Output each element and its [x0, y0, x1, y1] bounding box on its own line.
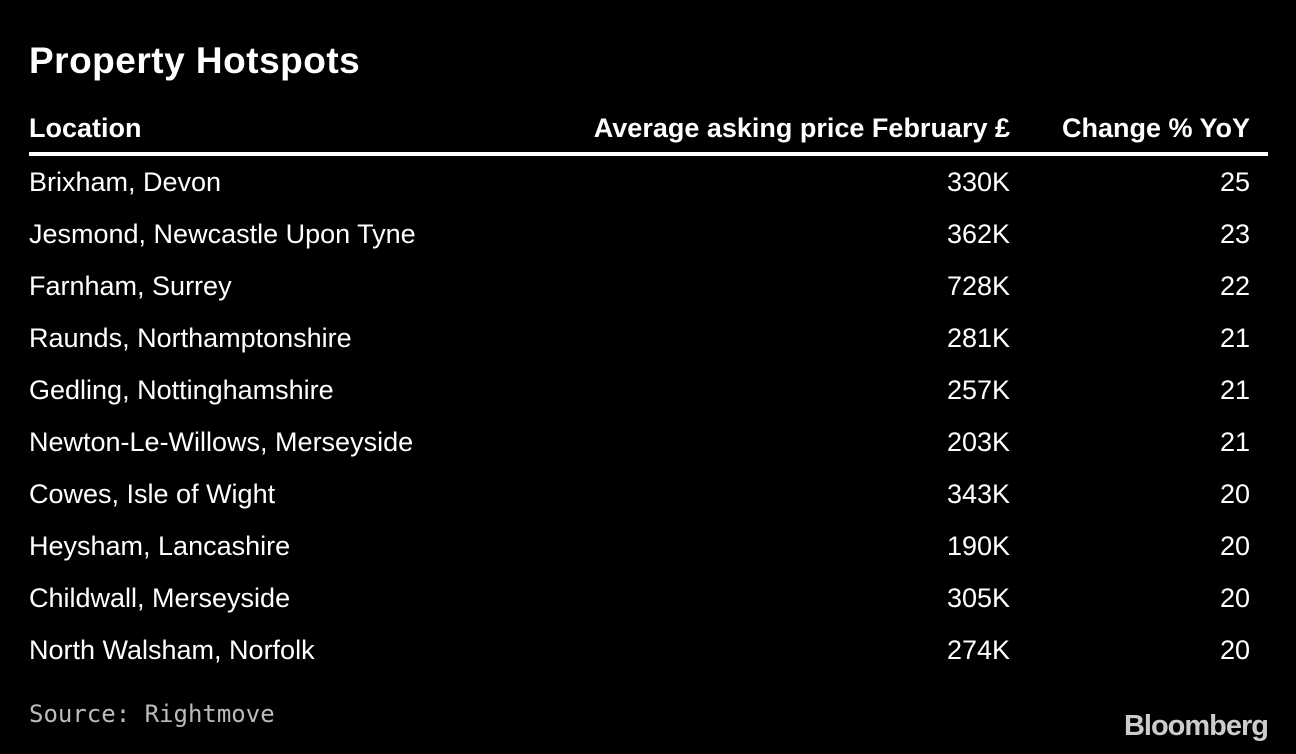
table-row: Gedling, Nottinghamshire 257K 21 — [29, 364, 1268, 416]
table-cell: Jesmond, Newcastle Upon Tyne — [29, 218, 416, 249]
table-cell: 362K — [946, 218, 1010, 249]
table-row: Raunds, Northamptonshire 281K 21 — [29, 312, 1268, 364]
table-cell: Raunds, Northamptonshire — [29, 322, 352, 353]
table-cell: North Walsham, Norfolk — [29, 634, 315, 665]
table-cell: 281K — [946, 322, 1010, 353]
table-row: Brixham, Devon 330K 25 — [29, 154, 1268, 208]
header-row: Location Average asking price February £ C… — [29, 104, 1268, 156]
column-header: Change % YoY — [1010, 104, 1268, 156]
table-cell: 203K — [946, 426, 1010, 457]
table-cell: 20 — [1219, 634, 1250, 665]
table-cell: 21 — [1219, 374, 1250, 405]
brand: Bloomberg — [1123, 710, 1269, 742]
table-cell: 190K — [946, 530, 1010, 561]
table-cell: Newton-Le-Willows, Merseyside — [29, 426, 414, 457]
table-cell: 305K — [946, 582, 1010, 613]
table-row: North Walsham, Norfolk 274K 20 — [29, 624, 1268, 676]
table-cell: 330K — [946, 166, 1010, 197]
table-row: Heysham, Lancashire 190K 20 — [29, 520, 1268, 572]
table-cell: 257K — [946, 374, 1010, 405]
table: Location Average asking price February £ C… — [29, 104, 1268, 676]
table-cell: 25 — [1219, 166, 1250, 197]
table-cell: 21 — [1219, 322, 1250, 353]
table-cell: 23 — [1219, 218, 1250, 249]
table-row: Childwall, Merseyside 305K 20 — [29, 572, 1268, 624]
table-body: Brixham, Devon 330K 25 Jesmond, Newcastle U… — [29, 154, 1268, 676]
table-cell: 20 — [1219, 530, 1250, 561]
table-cell: 343K — [946, 478, 1010, 509]
column-header: Location — [29, 104, 502, 156]
table-cell: 22 — [1219, 270, 1250, 301]
table-cell: 21 — [1219, 426, 1250, 457]
table-cell: Cowes, Isle of Wight — [29, 478, 276, 509]
table-cell: 20 — [1219, 478, 1250, 509]
table-cell: 274K — [946, 634, 1010, 665]
table-cell: Gedling, Nottinghamshire — [29, 374, 334, 405]
table-row: Jesmond, Newcastle Upon Tyne 362K 23 — [29, 208, 1268, 260]
title: Property Hotspots — [29, 40, 361, 81]
table-row: Farnham, Surrey 728K 22 — [29, 260, 1268, 312]
table-row: Cowes, Isle of Wight 343K 20 — [29, 468, 1268, 520]
table-cell: Heysham, Lancashire — [29, 530, 291, 561]
table-cell: Farnham, Surrey — [29, 270, 232, 301]
table-cell: 728K — [946, 270, 1010, 301]
table-cell: 20 — [1219, 582, 1250, 613]
source: Source: Rightmove — [29, 700, 275, 728]
table-row: Newton-Le-Willows, Merseyside 203K 21 — [29, 416, 1268, 468]
table-cell: Brixham, Devon — [29, 166, 222, 197]
column-header: Average asking price February £ — [501, 104, 1010, 156]
table-cell: Childwall, Merseyside — [29, 582, 291, 613]
